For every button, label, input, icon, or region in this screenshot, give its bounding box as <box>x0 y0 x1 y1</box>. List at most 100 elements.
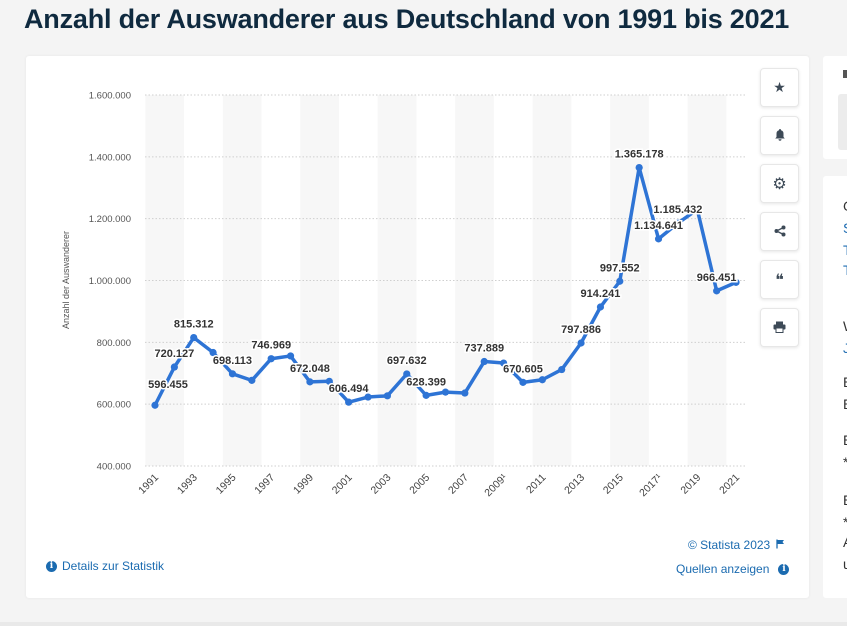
data-point <box>422 391 430 399</box>
x-tick-label: 2007 <box>446 472 471 497</box>
share-button[interactable] <box>760 212 799 251</box>
y-tick-label: 1.000.000 <box>89 276 131 287</box>
data-point <box>209 348 217 357</box>
x-tick-label: 1993 <box>175 472 200 497</box>
data-point <box>403 370 411 378</box>
data-point <box>713 287 721 295</box>
y-tick-label: 1.200.000 <box>89 214 131 225</box>
data-point <box>693 205 701 213</box>
chart-band <box>145 95 185 466</box>
sources-link[interactable]: Quellen anzeigen i <box>676 562 790 576</box>
data-label: 670.605 <box>503 363 543 375</box>
x-tick-label: 2003 <box>369 472 394 497</box>
data-label: 997.552 <box>600 262 640 274</box>
x-tick-label: 1991 <box>136 472 161 497</box>
y-tick-label: 1.400.000 <box>89 152 131 163</box>
data-point <box>674 219 682 227</box>
data-point <box>732 278 740 286</box>
data-point <box>248 376 256 384</box>
data-label: 746.969 <box>251 340 291 352</box>
x-tick-label: 1999 <box>291 472 316 497</box>
data-point <box>267 355 275 363</box>
data-point <box>538 376 546 384</box>
side-panel-text: E <box>843 492 847 508</box>
data-point <box>170 363 178 371</box>
side-panel-text[interactable]: T <box>843 242 847 258</box>
favorite-button[interactable]: ★ <box>760 68 799 107</box>
y-axis-label: Anzahl der Auswanderer <box>61 231 71 329</box>
data-points <box>151 163 740 409</box>
side-panel-text: u <box>843 556 847 572</box>
data-label: 966.451 <box>697 272 737 284</box>
gear-icon: ⚙ <box>772 175 787 193</box>
data-point <box>558 365 566 374</box>
notification-button[interactable] <box>760 116 799 155</box>
y-tick-label: 400.000 <box>97 462 131 473</box>
data-point <box>364 393 372 401</box>
data-point <box>151 401 159 409</box>
data-label: 914.241 <box>581 288 621 300</box>
side-panel-text[interactable]: S <box>843 220 847 236</box>
data-point <box>635 163 643 172</box>
star-icon: ★ <box>773 79 786 95</box>
data-label: 606.494 <box>329 383 370 395</box>
side-panel-text: E <box>843 374 847 390</box>
data-label: 720.127 <box>154 348 194 360</box>
side-panel-text: * <box>843 514 847 530</box>
side-panel-text: G <box>843 198 847 214</box>
side-panel-text: W <box>843 318 847 334</box>
data-point <box>383 392 391 400</box>
x-tick-label: 2017¹ <box>637 471 665 499</box>
side-panel-text: E <box>843 432 847 448</box>
data-point <box>190 333 198 342</box>
data-point <box>325 377 333 385</box>
data-label: 672.048 <box>290 363 330 375</box>
data-point <box>480 357 488 366</box>
data-label: 737.889 <box>464 343 504 355</box>
data-label: 697.632 <box>387 355 427 367</box>
x-tick-label: 2009¹ <box>482 471 510 499</box>
x-tick-label: 2021 <box>717 472 742 497</box>
bell-icon <box>774 128 786 144</box>
chart-band <box>222 95 262 466</box>
x-tick-label: 2019 <box>678 472 703 497</box>
side-panel-info: GSTTWJEEE*E*Au <box>823 176 847 598</box>
x-tick-label: 2005 <box>407 472 432 497</box>
side-panel-box[interactable] <box>838 94 847 150</box>
side-panel-text[interactable]: J <box>843 340 847 356</box>
print-icon <box>773 320 786 336</box>
data-point <box>519 378 527 386</box>
y-tick-label: 1.600.000 <box>89 91 131 102</box>
data-label: 1.134.641 <box>634 220 683 232</box>
info-icon: i <box>778 563 790 575</box>
side-panel-text[interactable]: T <box>843 262 847 278</box>
page-divider <box>0 622 847 626</box>
data-point <box>461 389 469 397</box>
share-icon <box>774 224 786 240</box>
data-labels: 596.455 720.127 815.312 698.113 746.969 672.0… <box>147 147 738 397</box>
side-panel-text: E <box>843 396 847 412</box>
flag-icon <box>776 538 785 552</box>
y-tick-label: 800.000 <box>97 338 131 349</box>
y-axis-ticks: 400.000 600.000 800.000 1.000.000 1.200.000 1… <box>89 91 131 473</box>
data-label: 698.113 <box>213 355 252 367</box>
page-title: Anzahl der Auswanderer aus Deutschland v… <box>24 4 790 34</box>
data-point <box>577 339 585 347</box>
settings-button[interactable]: ⚙ <box>760 164 799 203</box>
copyright: © Statista 2023 <box>688 538 785 552</box>
details-link[interactable]: i Details zur Statistik <box>46 559 164 573</box>
x-tick-label: 1995 <box>214 472 239 497</box>
side-panel-text: * <box>843 454 847 470</box>
x-tick-label: 2015 <box>601 472 626 497</box>
x-tick-label: 2011 <box>524 472 549 497</box>
data-label: 815.312 <box>174 319 214 331</box>
details-link-label: Details zur Statistik <box>62 559 165 573</box>
data-point <box>500 359 508 367</box>
quote-icon: ❝ <box>775 271 784 289</box>
print-button[interactable] <box>760 308 799 347</box>
data-point <box>616 277 624 285</box>
side-panel-marker <box>843 70 847 78</box>
cite-button[interactable]: ❝ <box>760 260 799 299</box>
x-axis-ticks: 1991 1993 1995 1997 1999 2001 2003 2005 2007 2009… <box>136 471 742 499</box>
